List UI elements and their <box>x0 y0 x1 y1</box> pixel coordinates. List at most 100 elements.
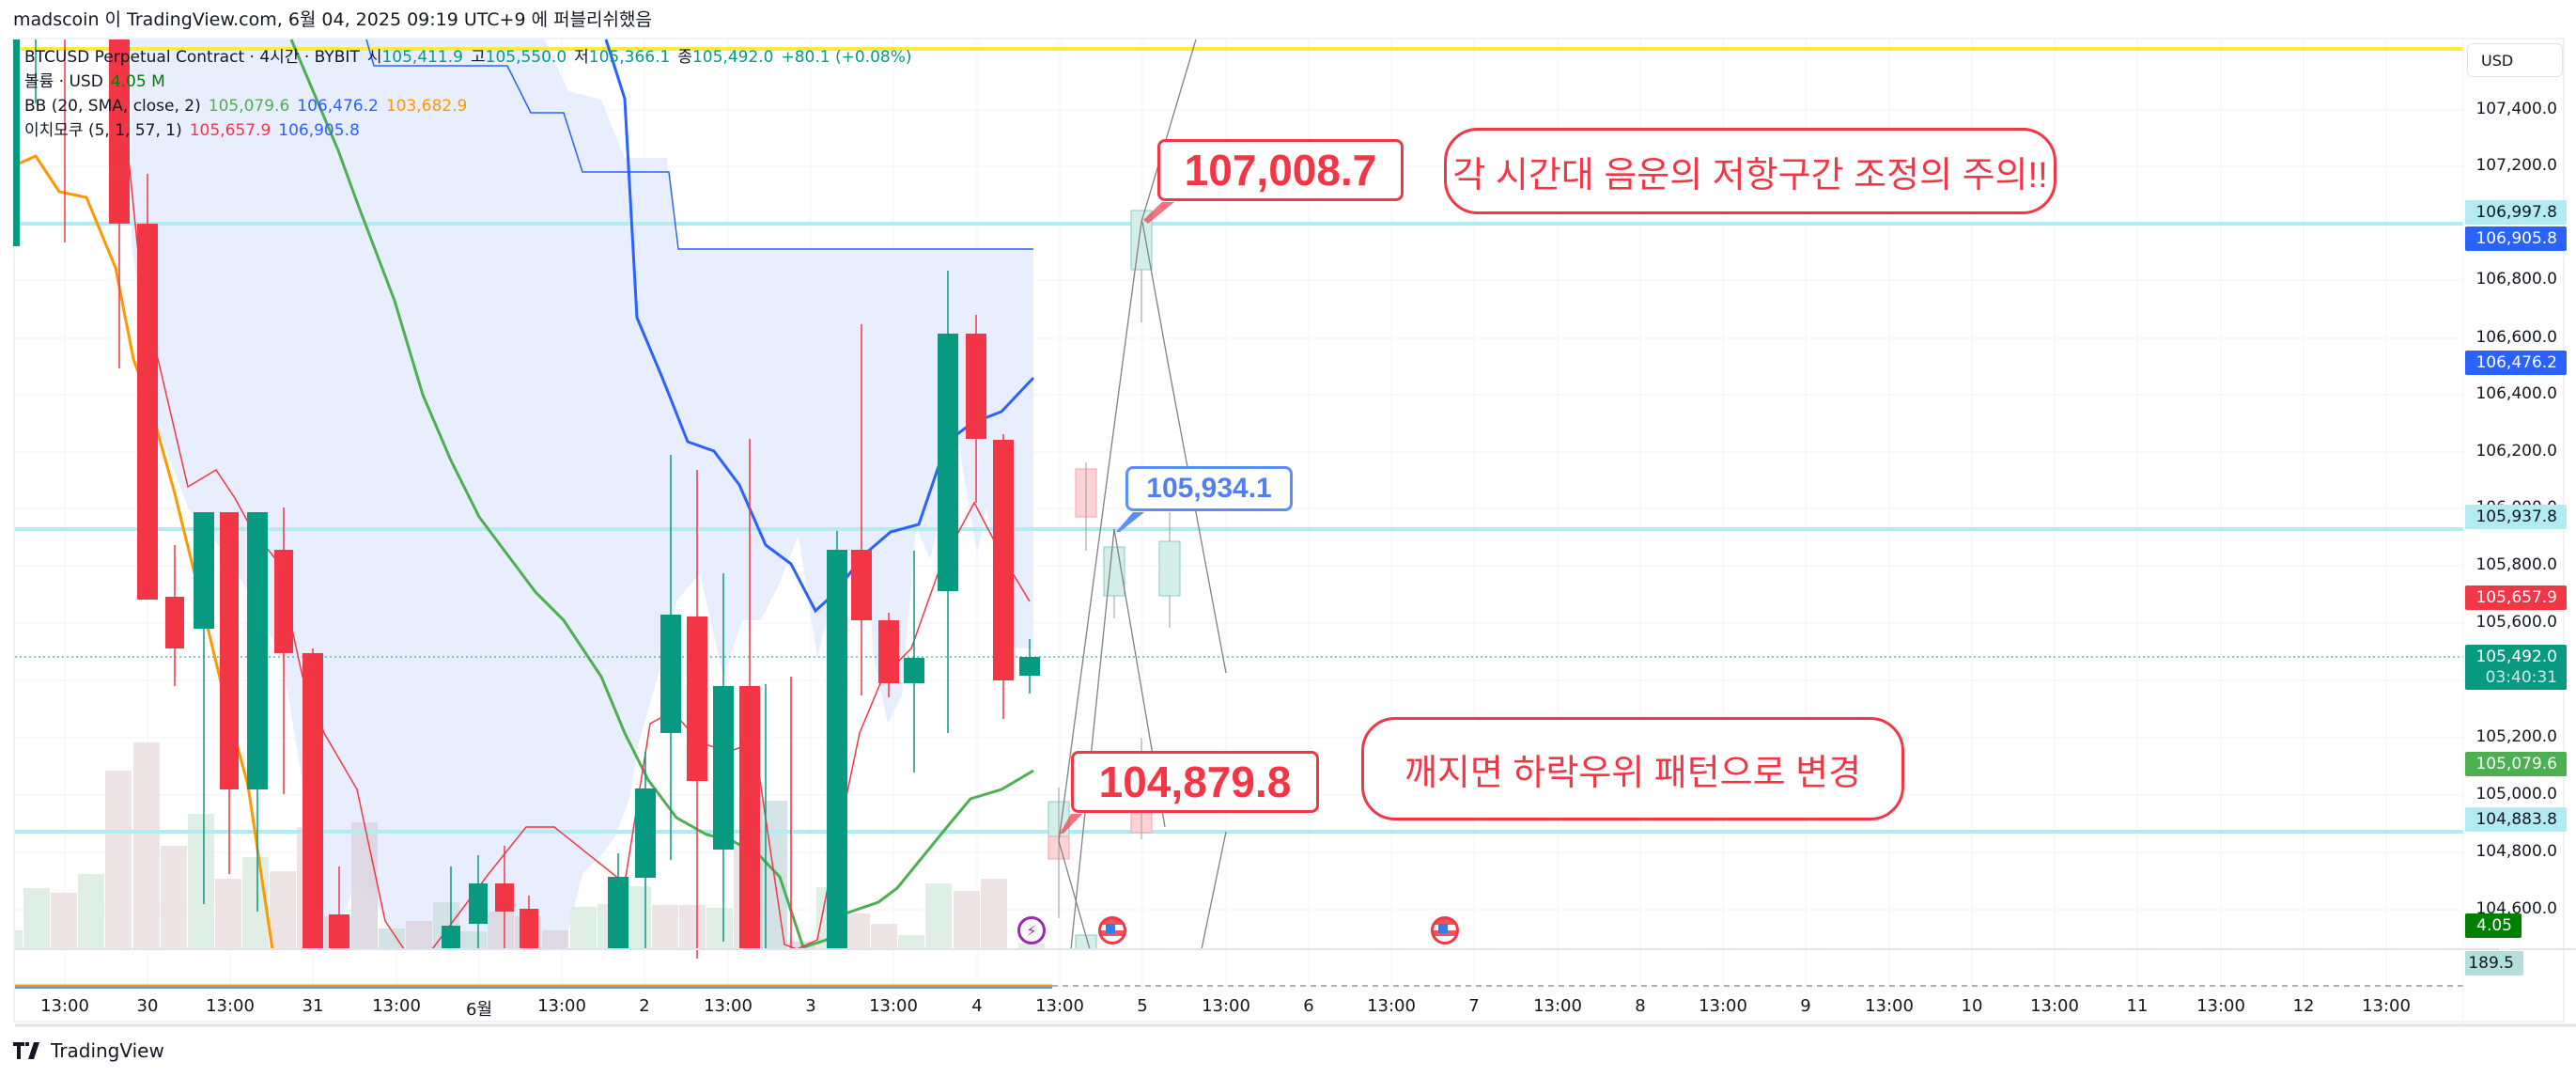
currency-button[interactable]: USD <box>2467 43 2563 77</box>
time-tick: 13:00 <box>40 996 89 1016</box>
ichimoku-label: 이치모쿠 (5, 1, 57, 1) <box>24 121 182 140</box>
bb-basis-value: 105,079.6 <box>208 97 290 116</box>
time-tick: 8 <box>1635 996 1646 1016</box>
support-level-tag: 104,883.8 <box>2465 807 2567 832</box>
last-price-value: 105,492.0 <box>2475 648 2557 666</box>
time-tick: 6 <box>1303 996 1314 1016</box>
time-tick: 13:00 <box>1035 996 1084 1016</box>
projection-line-1 <box>1058 39 1197 950</box>
price-tick: 107,400.0 <box>2475 100 2557 118</box>
ichimoku-b-value: 106,905.8 <box>278 121 360 140</box>
time-tick: 13:00 <box>1865 996 1914 1016</box>
time-tick: 13:00 <box>704 996 753 1016</box>
last-price-tag: 105,492.0 03:40:31 <box>2465 645 2567 690</box>
note-top-bubble[interactable]: 각 시간대 음운의 저항구간 조정의 주의!! <box>1444 128 2056 214</box>
close-label: 종 <box>677 48 692 67</box>
high-value: 105,550.0 <box>485 48 567 67</box>
callout-bottom-pointer <box>1060 814 1082 834</box>
time-tick: 7 <box>1468 996 1480 1016</box>
ichimoku-a-value: 105,657.9 <box>189 121 272 140</box>
time-tick: 13:00 <box>2030 996 2079 1016</box>
bb-label: BB (20, SMA, close, 2) <box>24 97 201 116</box>
time-tick: 13:00 <box>1367 996 1416 1016</box>
close-value: 105,492.0 <box>691 48 774 67</box>
price-tick: 106,200.0 <box>2475 442 2557 460</box>
time-tick: 3 <box>805 996 816 1016</box>
price-tick: 104,800.0 <box>2475 842 2557 861</box>
time-tick: 12 <box>2292 996 2315 1016</box>
time-tick: 6월 <box>465 1000 493 1020</box>
projection-line-2 <box>1141 221 1227 674</box>
low-label: 저 <box>574 48 589 67</box>
time-tick: 5 <box>1137 996 1148 1016</box>
price-tick: 106,800.0 <box>2475 270 2557 289</box>
volume-bars <box>15 742 1045 949</box>
price-tick: 106,600.0 <box>2475 328 2557 347</box>
chart-legend: BTCUSD Perpetual Contract · 4시간 · BYBIT 시… <box>24 45 920 143</box>
legend-ichimoku-row[interactable]: 이치모쿠 (5, 1, 57, 1) 105,657.9 106,905.8 <box>24 118 920 143</box>
high-label: 고 <box>470 48 486 67</box>
mid-level-tag: 105,937.8 <box>2465 505 2567 529</box>
ichimoku-a-tag: 105,657.9 <box>2465 585 2567 610</box>
time-tick: 9 <box>1800 996 1811 1016</box>
legend-symbol-row: BTCUSD Perpetual Contract · 4시간 · BYBIT 시… <box>24 45 920 70</box>
price-tick: 105,800.0 <box>2475 555 2557 574</box>
bb-basis-tag: 105,079.6 <box>2465 752 2567 776</box>
open-label: 시 <box>366 48 382 67</box>
bb-upper-tag: 106,476.2 <box>2465 351 2567 375</box>
time-tick: 13:00 <box>206 996 255 1016</box>
volume-value: 4.05 M <box>110 72 165 91</box>
time-tick: 13:00 <box>2362 996 2411 1016</box>
price-tick: 105,200.0 <box>2475 727 2557 746</box>
note-bottom-bubble[interactable]: 깨지면 하락우위 패턴으로 변경 <box>1361 717 1904 820</box>
ichimoku-b-tag: 106,905.8 <box>2465 226 2567 251</box>
lower-pane-tag: 189.5 <box>2465 951 2523 976</box>
time-tick: 11 <box>2126 996 2149 1016</box>
published-header: madscoin 이 TradingView.com, 6월 04, 2025 … <box>13 9 652 30</box>
tradingview-logo-icon <box>13 1042 39 1059</box>
bb-upper-value: 106,476.2 <box>297 97 379 116</box>
legend-bb-row[interactable]: BB (20, SMA, close, 2) 105,079.6 106,476.2… <box>24 94 920 118</box>
callout-mid-price[interactable]: 105,934.1 <box>1125 466 1293 511</box>
symbol-name[interactable]: BTCUSD Perpetual Contract · 4시간 · BYBIT <box>24 48 360 67</box>
bb-basis-line <box>289 39 1034 949</box>
price-tick: 105,600.0 <box>2475 613 2557 632</box>
low-value: 105,366.1 <box>588 48 671 67</box>
lower-pane-lines <box>15 984 2463 989</box>
change-value: +80.1 (+0.08%) <box>781 48 912 67</box>
bb-lower-value: 103,682.9 <box>385 97 468 116</box>
tradingview-logo[interactable]: TradingView <box>13 1039 164 1062</box>
callout-top-pointer <box>1143 202 1174 224</box>
volume-label: 볼륨 · USD <box>24 72 103 91</box>
legend-volume-row[interactable]: 볼륨 · USD 4.05 M <box>24 70 920 94</box>
time-tick: 4 <box>971 996 983 1016</box>
lightning-event-icon[interactable]: ⚡ <box>1017 916 1046 944</box>
us-flag-event-icon-2[interactable] <box>1431 916 1459 944</box>
callout-bottom-price[interactable]: 104,879.8 <box>1071 751 1319 813</box>
price-tick: 107,200.0 <box>2475 156 2557 175</box>
time-tick: 13:00 <box>2196 996 2245 1016</box>
volume-tag: 4.05 M <box>2465 913 2522 960</box>
time-tick: 30 <box>136 996 159 1016</box>
time-tick: 31 <box>302 996 324 1016</box>
price-tick: 105,000.0 <box>2475 785 2557 804</box>
time-tick: 13:00 <box>372 996 421 1016</box>
callout-top-price[interactable]: 107,008.7 <box>1157 139 1404 201</box>
chart-frame <box>13 38 2565 1022</box>
callout-mid-pointer <box>1116 512 1144 532</box>
projection-line-5 <box>1201 831 1227 950</box>
time-tick: 13:00 <box>1533 996 1582 1016</box>
time-tick: 13:00 <box>1202 996 1250 1016</box>
time-tick: 13:00 <box>1699 996 1747 1016</box>
open-value: 105,411.9 <box>381 48 463 67</box>
ichimoku-cloud-fill <box>132 39 1033 949</box>
resistance-level-tag: 106,997.8 <box>2465 200 2567 225</box>
candlesticks <box>13 39 1040 959</box>
time-tick: 13:00 <box>869 996 918 1016</box>
brand-name: TradingView <box>51 1039 164 1062</box>
time-tick: 10 <box>1961 996 1983 1016</box>
time-tick: 13:00 <box>537 996 586 1016</box>
us-flag-event-icon[interactable] <box>1098 916 1126 944</box>
countdown-timer: 03:40:31 <box>2485 668 2557 687</box>
